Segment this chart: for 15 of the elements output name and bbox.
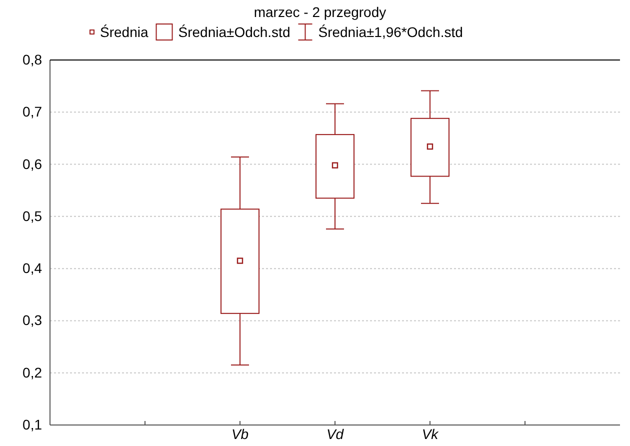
text: Średnia±Odch.std: [178, 24, 290, 40]
chart-title: marzec - 2 przegrody: [254, 4, 386, 20]
y-tick-label: 0,3: [22, 312, 42, 328]
y-tick-label: 0,4: [22, 260, 42, 276]
x-tick-label: Vd: [326, 426, 345, 442]
y-tick-label: 0,7: [22, 104, 42, 120]
y-tick-label: 0,2: [22, 364, 42, 380]
x-tick-label: Vk: [422, 426, 440, 442]
y-tick-label: 0,6: [22, 156, 42, 172]
text: Średnia: [100, 24, 148, 40]
text: Średnia±1,96*Odch.std: [318, 24, 463, 40]
y-tick-label: 0,1: [22, 416, 42, 432]
x-tick-label: Vb: [231, 426, 249, 442]
y-tick-label: 0,8: [22, 51, 42, 68]
y-tick-label: 0,5: [22, 208, 42, 224]
